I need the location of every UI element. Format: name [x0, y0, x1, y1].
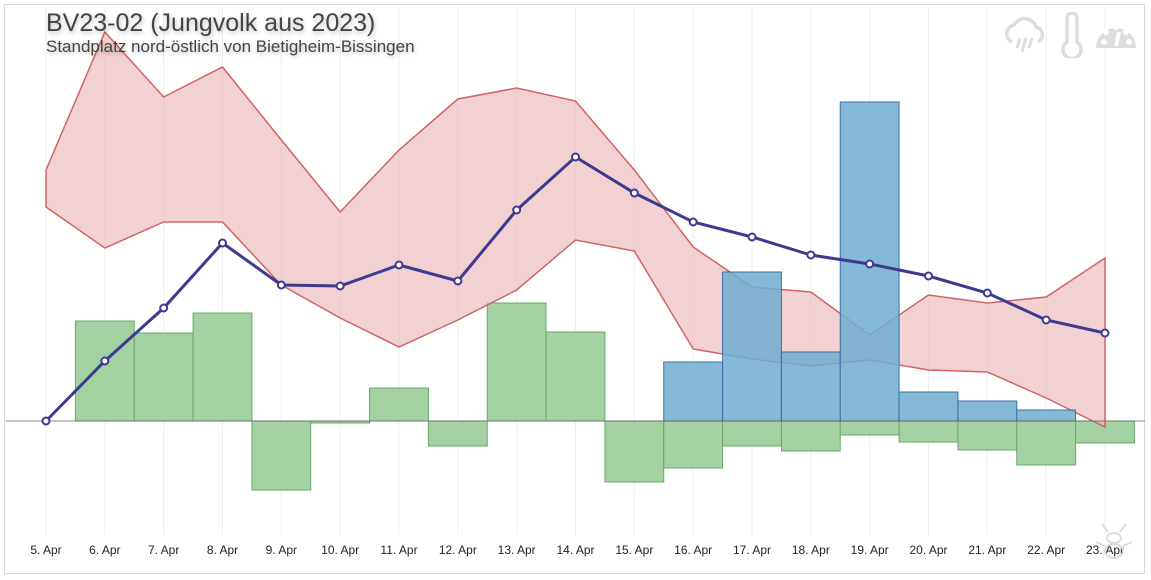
green-bar — [427, 420, 488, 447]
x-tick-label: 22. Apr — [1027, 543, 1065, 557]
line-point — [100, 356, 110, 366]
bee-logo — [1095, 523, 1133, 559]
line-point — [982, 288, 992, 298]
blue-bar — [898, 391, 959, 422]
green-bar — [722, 420, 782, 447]
green-bar — [839, 420, 900, 436]
line-point — [924, 271, 933, 281]
line-point — [394, 260, 404, 270]
blue-bar — [722, 271, 782, 422]
line-point — [512, 205, 522, 215]
x-tick-label: 6. Apr — [89, 543, 120, 557]
line-point — [571, 152, 580, 162]
rain-icon[interactable] — [1000, 12, 1048, 58]
x-tick-label: 12. Apr — [439, 543, 477, 557]
chart-title: BV23-02 (Jungvolk aus 2023) — [46, 9, 376, 37]
line-point — [453, 276, 463, 286]
x-tick-label: 18. Apr — [792, 543, 830, 557]
blue-bar — [1016, 409, 1077, 422]
line-point — [747, 232, 757, 242]
chart-subtitle: Standplatz nord-östlich von Bietigheim-B… — [46, 37, 415, 56]
green-bar — [545, 331, 606, 422]
x-tick-label: 5. Apr — [30, 543, 61, 557]
blue-bar — [663, 361, 724, 422]
green-bar — [251, 420, 312, 491]
gauge-icon[interactable] — [1092, 12, 1140, 58]
line-point — [865, 259, 875, 269]
green-bar — [898, 420, 959, 443]
line-point — [218, 238, 227, 248]
x-tick-label: 19. Apr — [851, 543, 889, 557]
x-tick-label: 10. Apr — [321, 543, 359, 557]
line-point — [688, 217, 698, 227]
chart-frame — [4, 4, 1145, 574]
x-tick-label: 9. Apr — [266, 543, 297, 557]
thermometer-icon[interactable] — [1050, 12, 1098, 58]
green-bar — [957, 420, 1018, 451]
green-bar — [604, 420, 665, 483]
green-bar — [192, 312, 253, 422]
x-tick-label: 20. Apr — [909, 543, 947, 557]
line-point — [276, 280, 286, 290]
line-point — [1041, 315, 1051, 325]
x-tick-label: 17. Apr — [733, 543, 771, 557]
green-bar — [663, 420, 724, 469]
green-bar — [486, 302, 547, 422]
x-tick-label: 11. Apr — [380, 543, 417, 557]
x-tick-label: 13. Apr — [498, 543, 536, 557]
x-tick-label: 8. Apr — [207, 543, 238, 557]
x-tick-label: 15. Apr — [615, 543, 653, 557]
green-bar — [369, 387, 429, 422]
line-point — [806, 250, 816, 260]
x-tick-label: 7. Apr — [148, 543, 179, 557]
line-point — [159, 303, 169, 313]
green-bar — [74, 320, 135, 422]
blue-bar — [957, 400, 1018, 422]
x-tick-label: 14. Apr — [556, 543, 594, 557]
green-bar — [133, 332, 194, 422]
blue-bar — [780, 351, 841, 422]
x-tick-label: 21. Apr — [968, 543, 1006, 557]
x-tick-label: 16. Apr — [674, 543, 712, 557]
line-point — [1100, 328, 1110, 338]
line-point — [335, 281, 345, 291]
line-point — [629, 188, 639, 198]
green-bar — [780, 420, 841, 452]
line-point — [41, 416, 51, 426]
green-bar — [1016, 420, 1077, 466]
